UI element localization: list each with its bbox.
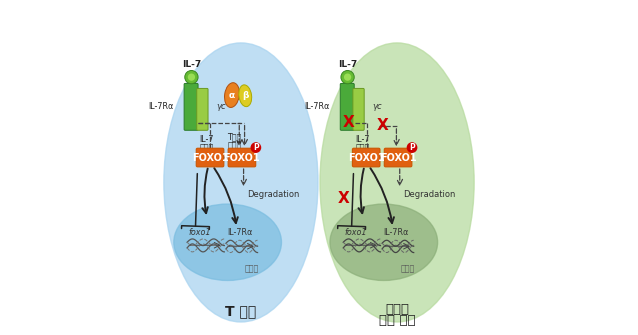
FancyBboxPatch shape xyxy=(228,148,256,167)
Text: FOXO1: FOXO1 xyxy=(380,152,417,162)
FancyBboxPatch shape xyxy=(197,88,208,130)
Text: IL-7Rα: IL-7Rα xyxy=(227,227,253,237)
Ellipse shape xyxy=(320,43,474,322)
Text: β: β xyxy=(242,91,248,100)
Text: IL-7: IL-7 xyxy=(182,60,201,69)
Text: FOXO1: FOXO1 xyxy=(348,152,385,162)
Text: X: X xyxy=(338,191,350,206)
FancyBboxPatch shape xyxy=(184,83,198,130)
Text: 수용체: 수용체 xyxy=(355,144,370,152)
Text: FOXO1: FOXO1 xyxy=(223,152,260,162)
Ellipse shape xyxy=(225,83,239,108)
Text: X: X xyxy=(343,115,355,130)
Ellipse shape xyxy=(330,204,438,280)
Text: IL-7: IL-7 xyxy=(338,60,357,69)
Text: Degradation: Degradation xyxy=(247,190,299,199)
Text: 세포핵: 세포핵 xyxy=(401,264,415,273)
Text: T 세포: T 세포 xyxy=(225,304,256,318)
Circle shape xyxy=(185,70,198,84)
Text: T세포: T세포 xyxy=(228,133,242,142)
Text: γc: γc xyxy=(217,102,226,111)
Text: foxo1: foxo1 xyxy=(345,227,367,237)
Text: X: X xyxy=(376,119,388,133)
Text: 세포핵: 세포핵 xyxy=(245,264,259,273)
Text: 수용체: 수용체 xyxy=(228,141,242,150)
Text: FOXO1: FOXO1 xyxy=(191,152,228,162)
Text: γc: γc xyxy=(373,102,382,111)
Ellipse shape xyxy=(239,85,251,107)
Text: 수용체: 수용체 xyxy=(200,144,214,152)
Text: P: P xyxy=(409,143,415,152)
FancyBboxPatch shape xyxy=(384,148,412,167)
Circle shape xyxy=(341,70,354,84)
Text: 림프 세포: 림프 세포 xyxy=(379,314,415,327)
Circle shape xyxy=(408,143,417,152)
Text: IL-7: IL-7 xyxy=(355,135,370,144)
Text: α: α xyxy=(228,90,234,99)
Text: 선천성: 선천성 xyxy=(385,303,409,316)
Ellipse shape xyxy=(174,204,281,280)
Text: Degradation: Degradation xyxy=(403,190,456,199)
Text: P: P xyxy=(253,143,259,152)
Text: IL-7Rα: IL-7Rα xyxy=(148,102,173,111)
Text: IL-7Rα: IL-7Rα xyxy=(383,227,408,237)
Text: IL-7: IL-7 xyxy=(200,135,214,144)
FancyBboxPatch shape xyxy=(197,148,224,167)
Circle shape xyxy=(188,73,195,81)
FancyBboxPatch shape xyxy=(352,148,380,167)
Text: foxo1: foxo1 xyxy=(189,227,211,237)
Ellipse shape xyxy=(164,43,318,322)
FancyBboxPatch shape xyxy=(353,88,364,130)
FancyBboxPatch shape xyxy=(340,83,354,130)
Circle shape xyxy=(344,73,352,81)
Text: IL-7Rα: IL-7Rα xyxy=(304,102,329,111)
Circle shape xyxy=(251,143,260,152)
